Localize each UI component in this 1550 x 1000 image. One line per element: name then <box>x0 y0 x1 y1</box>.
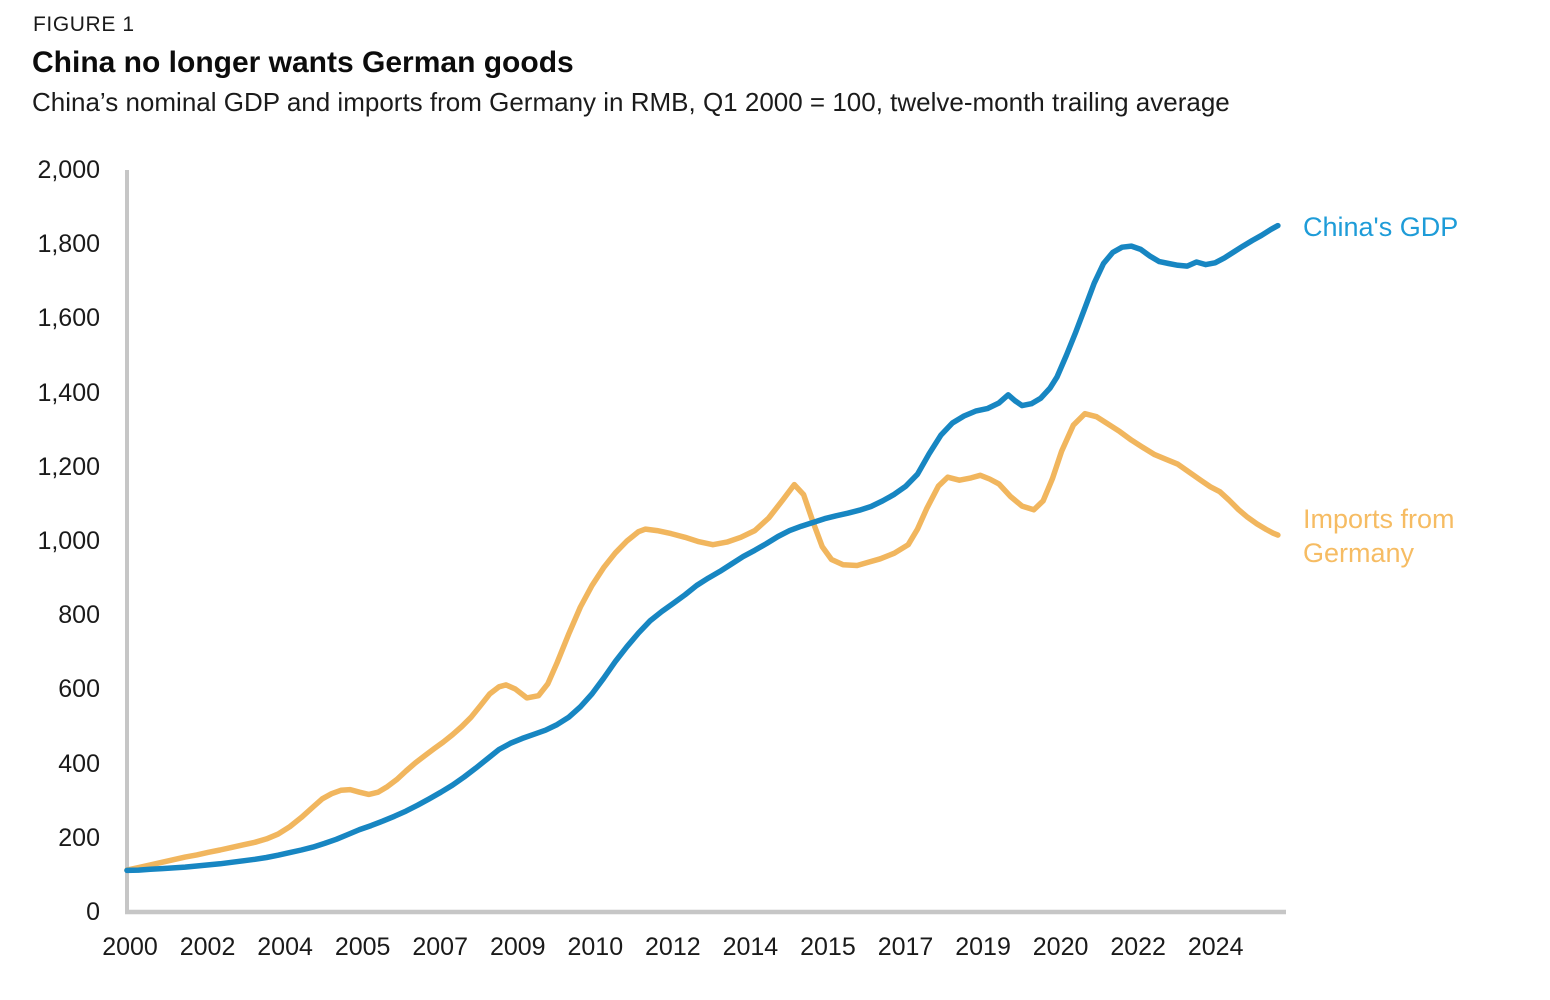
chart-subtitle: China’s nominal GDP and imports from Ger… <box>32 87 1230 117</box>
y-axis-tick-label: 1,800 <box>37 230 100 259</box>
x-axis-tick-label: 2009 <box>489 933 546 961</box>
x-axis-tick-label: 2022 <box>1110 933 1166 961</box>
x-axis-tick-label: 2015 <box>800 933 856 961</box>
y-axis-tick-label: 600 <box>58 675 100 704</box>
y-axis-tick-label: 1,000 <box>37 527 100 555</box>
x-axis-tick-label: 2020 <box>1032 933 1089 961</box>
x-axis-tick-label: 2004 <box>257 933 313 961</box>
x-axis-tick-label: 2024 <box>1187 933 1244 961</box>
y-axis-tick-label: 1,600 <box>37 304 100 333</box>
x-axis-tick-label: 2007 <box>412 933 468 961</box>
x-axis-tick-label: 2002 <box>179 933 236 961</box>
y-axis-tick-label: 1,200 <box>37 452 100 481</box>
x-axis-tick-label: 2014 <box>722 933 779 961</box>
series-label-imports-germany: Imports from Germany <box>1303 504 1455 568</box>
y-axis-tick-label: 800 <box>58 601 100 630</box>
x-axis-tick-label: 2019 <box>955 933 1011 961</box>
series-line-china-gdp <box>124 222 1281 874</box>
y-axis-tick-label: 1,400 <box>37 378 100 407</box>
x-axis-tick-label: 2000 <box>102 933 158 961</box>
x-axis-tick-label: 2010 <box>567 933 624 961</box>
series-label-china-gdp: China's GDP <box>1303 212 1459 242</box>
y-axis-tick-label: 0 <box>86 898 100 926</box>
x-axis-tick-label: 2005 <box>334 933 391 961</box>
y-axis-tick-label: 400 <box>58 749 100 778</box>
series-line-imports-germany <box>124 410 1281 873</box>
y-axis-tick-label: 2,000 <box>37 156 100 184</box>
x-axis-tick-label: 2017 <box>877 933 934 961</box>
x-axis-tick-label: 2012 <box>645 933 701 961</box>
y-axis-tick-label: 200 <box>58 823 100 852</box>
series-lines <box>124 222 1281 874</box>
chart-title: China no longer wants German goods <box>32 46 574 79</box>
figure-label: FIGURE 1 <box>33 13 135 36</box>
